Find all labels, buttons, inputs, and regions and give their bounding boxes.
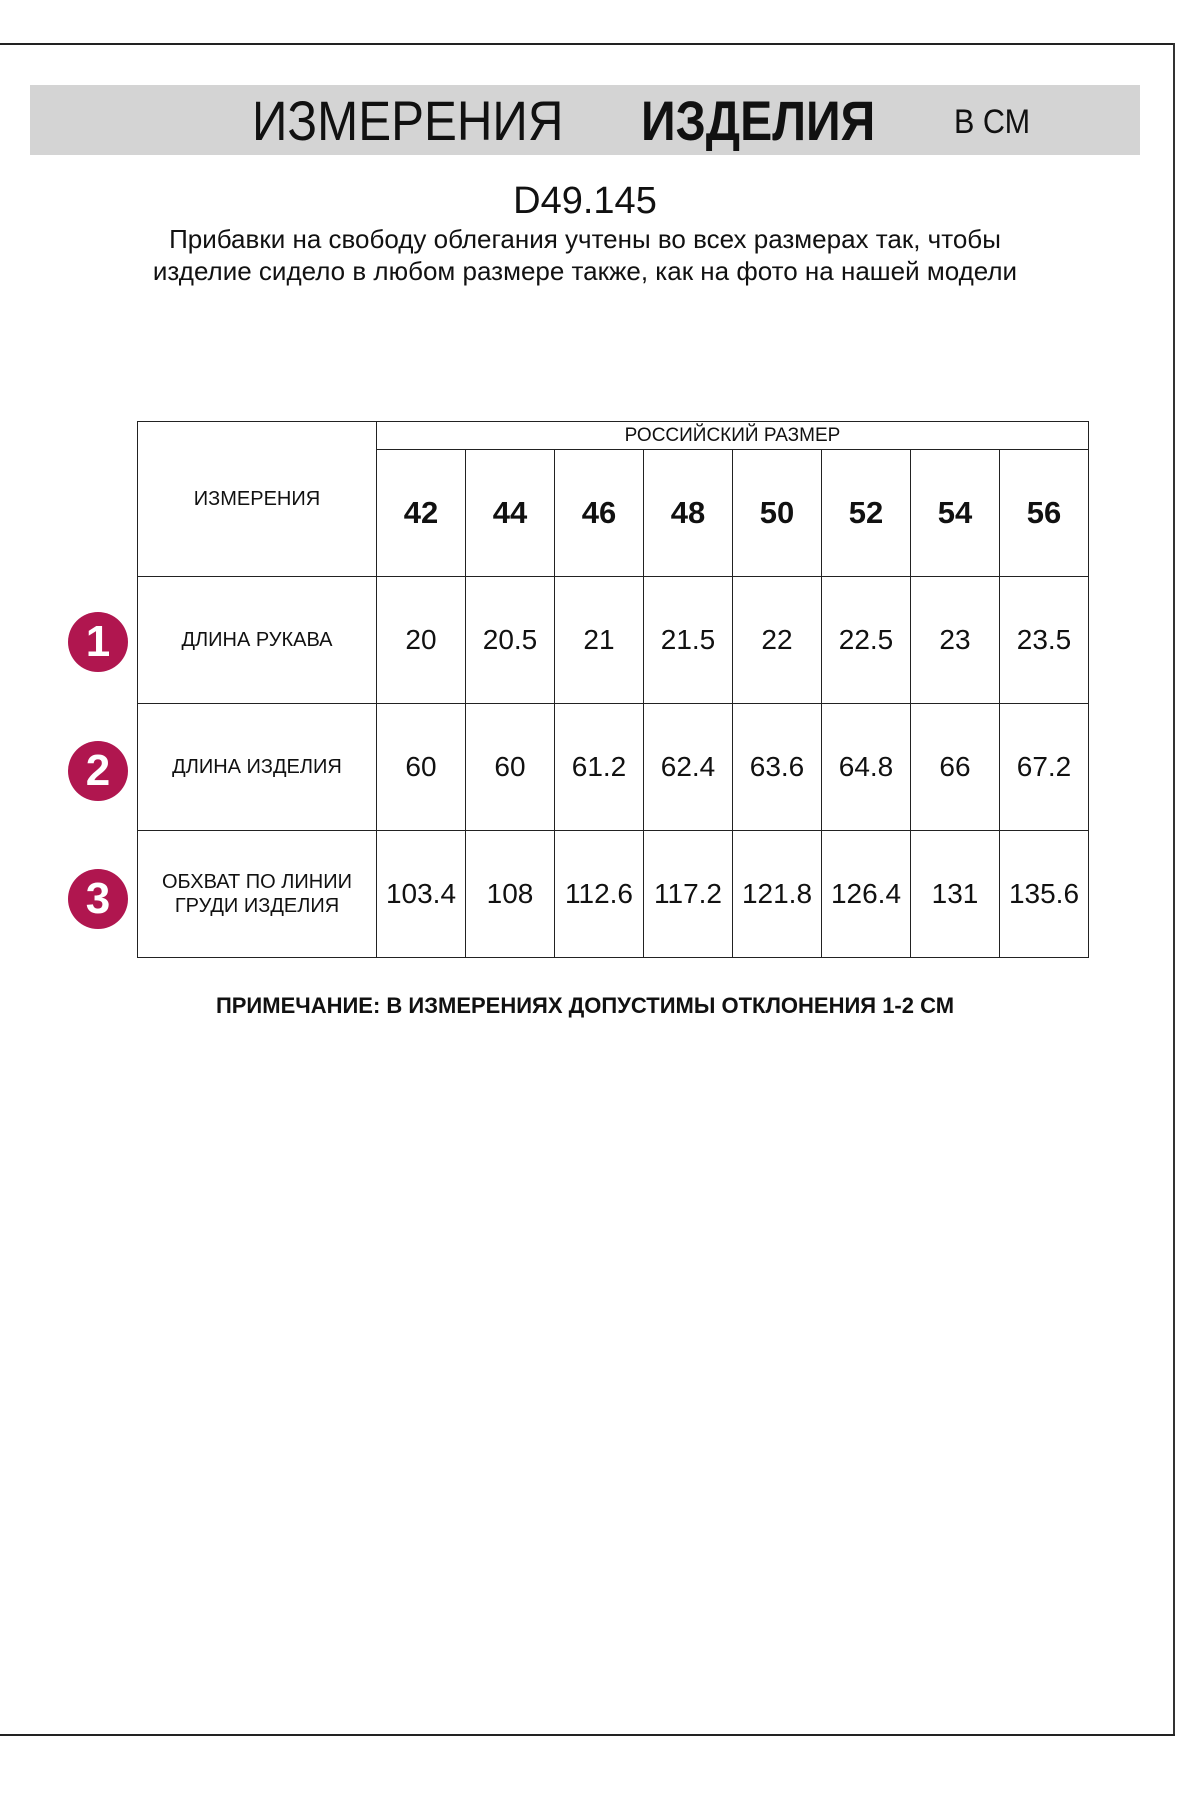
cell: 103.4 xyxy=(376,830,466,958)
cell: 112.6 xyxy=(554,830,644,958)
size-header: 42 xyxy=(376,449,466,577)
cell: 60 xyxy=(465,703,555,831)
cell: 20.5 xyxy=(465,576,555,704)
size-header: 54 xyxy=(910,449,1000,577)
cell: 21 xyxy=(554,576,644,704)
size-header: 44 xyxy=(465,449,555,577)
cell: 22 xyxy=(732,576,822,704)
cell: 117.2 xyxy=(643,830,733,958)
cell: 60 xyxy=(376,703,466,831)
cell: 108 xyxy=(465,830,555,958)
cell: 66 xyxy=(910,703,1000,831)
table-row: ОБХВАТ ПО ЛИНИИ ГРУДИ ИЗДЕЛИЯ 103.4 108 … xyxy=(137,830,1089,958)
sizes-row: 42 44 46 48 50 52 54 56 xyxy=(138,449,1089,577)
number-badge-3: 3 xyxy=(68,869,128,929)
size-header: 46 xyxy=(554,449,644,577)
title-banner xyxy=(30,85,1140,155)
cell: 126.4 xyxy=(821,830,911,958)
cell: 67.2 xyxy=(999,703,1089,831)
size-header: 50 xyxy=(732,449,822,577)
cell: 22.5 xyxy=(821,576,911,704)
cell: 64.8 xyxy=(821,703,911,831)
size-header: 56 xyxy=(999,449,1089,577)
fit-description: Прибавки на свободу облегания учтены во … xyxy=(152,224,1018,286)
tolerance-note: ПРИМЕЧАНИЕ: В ИЗМЕРЕНИЯХ ДОПУСТИМЫ ОТКЛО… xyxy=(215,993,955,1018)
table-row: ДЛИНА РУКАВА 20 20.5 21 21.5 22 22.5 23 … xyxy=(137,576,1089,704)
cell: 21.5 xyxy=(643,576,733,704)
product-code: D49.145 xyxy=(513,180,657,222)
cell: 23 xyxy=(910,576,1000,704)
cell: 62.4 xyxy=(643,703,733,831)
number-badge-1: 1 xyxy=(68,612,128,672)
title-product: ИЗДЕЛИЯ xyxy=(641,89,876,152)
size-header: 52 xyxy=(821,449,911,577)
title-measurements: ИЗМЕРЕНИЯ xyxy=(252,89,564,152)
size-header: 48 xyxy=(643,449,733,577)
cell: 131 xyxy=(910,830,1000,958)
size-table: ИЗМЕРЕНИЯ РОССИЙСКИЙ РАЗМЕР 42 44 46 48 … xyxy=(137,421,1089,958)
frame-border-top xyxy=(0,43,1175,45)
table-row: ДЛИНА ИЗДЕЛИЯ 60 60 61.2 62.4 63.6 64.8 … xyxy=(137,703,1089,831)
cell: 23.5 xyxy=(999,576,1089,704)
cell: 121.8 xyxy=(732,830,822,958)
cell: 20 xyxy=(376,576,466,704)
row-label: ОБХВАТ ПО ЛИНИИ ГРУДИ ИЗДЕЛИЯ xyxy=(137,830,377,958)
title-unit: В СМ xyxy=(954,103,1031,141)
row-label: ДЛИНА ИЗДЕЛИЯ xyxy=(137,703,377,831)
cell: 135.6 xyxy=(999,830,1089,958)
cell: 61.2 xyxy=(554,703,644,831)
frame-border-right xyxy=(1173,43,1175,1736)
frame-border-bottom xyxy=(0,1734,1175,1736)
cell: 63.6 xyxy=(732,703,822,831)
row-label: ДЛИНА РУКАВА xyxy=(137,576,377,704)
measure-header: ИЗМЕРЕНИЯ xyxy=(137,421,377,577)
size-group-header: РОССИЙСКИЙ РАЗМЕР xyxy=(376,421,1089,450)
number-badge-2: 2 xyxy=(68,741,128,801)
